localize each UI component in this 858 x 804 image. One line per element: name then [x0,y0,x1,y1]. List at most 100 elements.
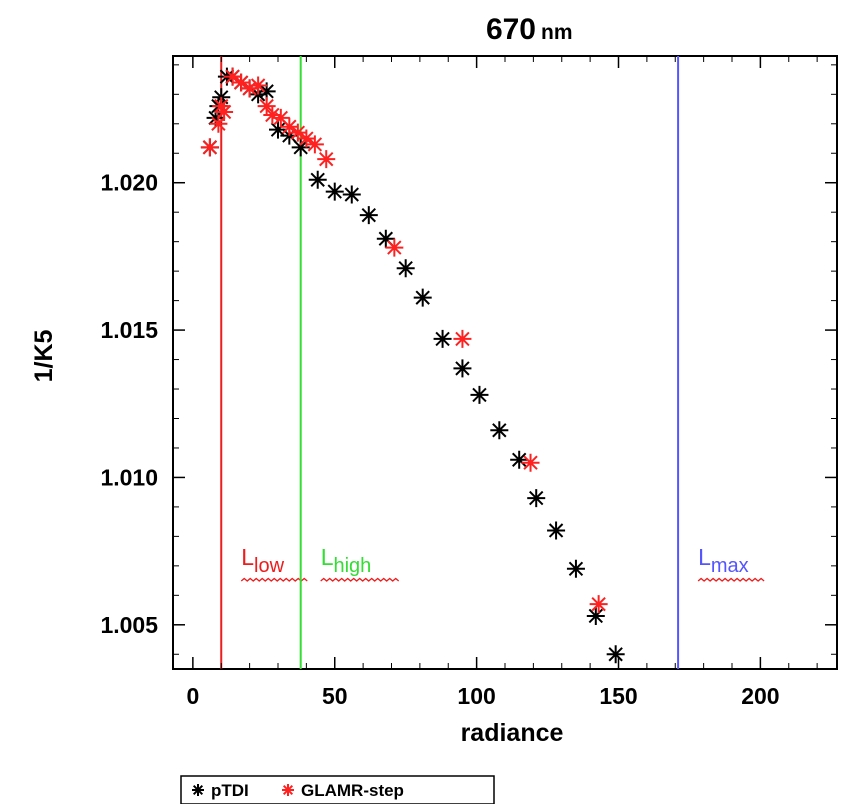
data-point-glamr-step [212,97,231,116]
data-point-glamr-step-glyph [297,129,316,148]
spellcheck-underline-max [697,577,765,582]
chart-title-number: 670 [486,13,536,46]
data-point-ptdi [547,521,566,540]
data-point-ptdi-glyph [325,182,344,201]
y-tick-label: 1.010 [100,464,158,490]
data-point-glamr-step-glyph [280,117,299,136]
data-point-ptdi-glyph [413,288,432,307]
data-point-ptdi-glyph [359,206,378,225]
data-point-ptdi-glyph [470,385,489,404]
y-axis-ticks: 1.005 1.010 1.015 1.020 [100,64,837,655]
data-point-glamr-step [297,129,316,148]
data-point-glamr-step-glyph [385,238,404,257]
data-point-glamr-step [257,97,276,116]
reference-line-label-max: Lmax [698,544,749,577]
x-axis-label: radiance [461,719,564,747]
spellcheck-underline-low [240,577,308,582]
reference-line-label-low: Llow [241,544,284,577]
data-point-ptdi-glyph [396,259,415,278]
data-point-glamr-step [317,150,336,169]
spellcheck-underline-high [320,577,400,582]
data-point-glamr-step-glyph [212,97,231,116]
data-point-ptdi-glyph [257,82,276,101]
data-point-glamr-step-glyph [263,105,282,124]
data-point-ptdi [325,182,344,201]
data-point-glamr-step [453,329,472,348]
data-point-glamr-step [521,453,540,472]
data-point-glamr-step-glyph [288,123,307,142]
y-tick-label: 1.005 [100,612,158,638]
data-point-ptdi [433,329,452,348]
data-point-ptdi [359,206,378,225]
legend-box [180,775,495,804]
chart-title: 670 nm [486,13,573,46]
data-point-ptdi-glyph [606,645,625,664]
chart-title-unit: nm [541,21,573,44]
data-point-ptdi-glyph [547,521,566,540]
data-point-ptdi-glyph [433,329,452,348]
data-point-glamr-step [232,73,251,92]
x-tick-label: 100 [457,683,495,709]
legend-marker-glamr-step-glyph [282,784,294,796]
data-point-glamr-step-glyph [453,329,472,348]
data-point-glamr-step-glyph [240,79,259,98]
y-tick-label: 1.015 [100,317,158,343]
data-point-glamr-step [223,67,242,86]
data-point-glamr-step [305,135,324,154]
data-point-glamr-step-glyph [200,138,219,157]
data-point-ptdi-glyph [342,185,361,204]
data-point-glamr-step [240,79,259,98]
x-tick-label: 150 [599,683,637,709]
data-point-ptdi [527,489,546,508]
data-point-ptdi [376,229,395,248]
y-axis-label: 1/K5 [30,330,58,383]
data-point-ptdi [268,120,287,139]
data-point-ptdi [606,645,625,664]
data-point-ptdi-glyph [490,421,509,440]
data-point-glamr-step [385,238,404,257]
legend-label-glamr-step: GLAMR-step [301,781,404,800]
data-point-glamr-step [209,114,228,133]
data-point-ptdi-glyph [510,450,529,469]
x-axis-ticks: 0 50 100 150 200 [186,56,818,709]
data-point-ptdi-glyph [291,138,310,157]
data-point-ptdi [566,559,585,578]
data-point-ptdi-glyph [206,108,225,127]
data-point-glamr-step [280,117,299,136]
data-point-ptdi-glyph [376,229,395,248]
data-point-glamr-step [200,138,219,157]
data-point-ptdi [342,185,361,204]
data-point-ptdi [490,421,509,440]
data-point-glamr-step [249,76,268,95]
reference-lines: Llow Lhigh Lmax [220,56,765,669]
data-point-glamr-step-glyph [223,67,242,86]
data-point-ptdi [510,450,529,469]
data-point-glamr-step-glyph [589,595,608,614]
data-point-ptdi [586,606,605,625]
data-point-glamr-step-glyph [209,114,228,133]
data-point-glamr-step-glyph [249,76,268,95]
data-point-glamr-step-glyph [215,102,234,121]
data-point-ptdi [413,288,432,307]
data-point-ptdi-glyph [527,489,546,508]
legend: pTDI GLAMR-step [180,775,495,804]
data-point-ptdi [257,82,276,101]
data-point-ptdi-glyph [308,170,327,189]
data-point-ptdi-glyph [586,606,605,625]
x-tick-label: 0 [186,683,199,709]
data-point-ptdi [291,138,310,157]
legend-marker-ptdi [192,784,204,796]
data-point-glamr-step [589,595,608,614]
x-tick-label: 50 [322,683,348,709]
y-tick-label: 1.020 [100,170,158,196]
data-point-glamr-step-glyph [305,135,324,154]
legend-marker-glamr-step [282,784,294,796]
data-point-glamr-step-glyph [232,73,251,92]
x-tick-label: 200 [741,683,779,709]
data-point-ptdi-glyph [268,120,287,139]
data-point-glamr-step [271,108,290,127]
plot-area-frame [172,55,838,670]
data-point-ptdi [453,359,472,378]
reference-line-label-high: Lhigh [321,544,372,577]
